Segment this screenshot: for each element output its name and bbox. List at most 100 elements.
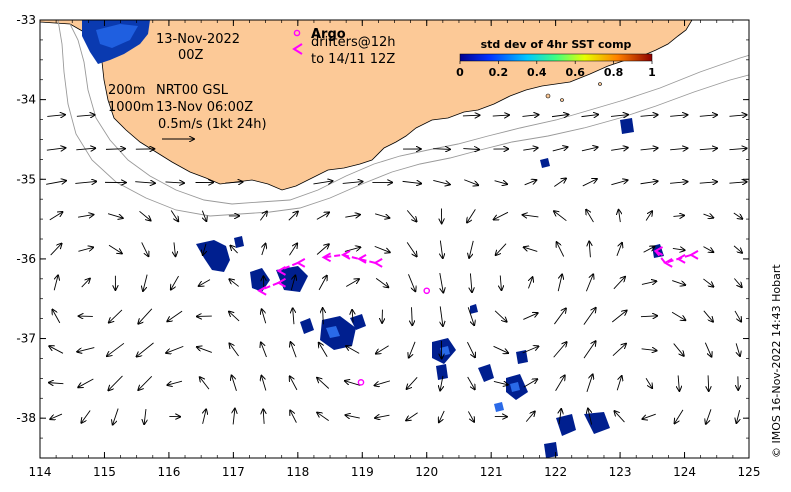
current-vector [555,375,565,392]
current-vector [346,279,359,287]
current-vector [107,213,123,218]
current-vector [736,410,739,423]
current-vector [645,211,652,221]
current-vector [733,245,742,253]
y-tick-label: -38 [16,411,36,425]
current-vector [409,341,416,358]
current-vector [522,115,538,117]
scale-label: 0.5m/s (1kt 24h) [158,117,267,132]
current-vector [585,274,593,292]
sst-anomaly-patches-light [326,326,520,412]
current-vector [733,212,742,219]
current-vector [113,408,119,425]
current-vector [708,375,709,391]
current-vector [671,311,685,320]
current-vector [50,244,62,256]
current-vector [345,415,360,418]
current-vector [49,383,64,384]
current-vector [467,411,474,421]
current-vector [703,214,714,218]
drifter-position [321,252,332,263]
current-vector [143,274,148,291]
drifters-legend-label: drifters@12h [311,35,396,50]
colorbar-tick-label: 0.8 [604,66,624,79]
current-vector [582,179,597,187]
current-vector [342,182,363,184]
current-vector [50,413,63,419]
current-vector [261,376,267,391]
colorbar [459,53,653,62]
drifter-position [357,254,367,264]
credit-label: © IMOS 16-Nov-2022 14:43 Hobart [770,264,783,458]
island [598,82,602,86]
current-vector [463,149,479,150]
contour-1000m [57,20,749,217]
current-vector [494,211,509,219]
current-vector [643,246,655,253]
y-tick-label: -34 [16,93,36,107]
x-tick-label: 120 [415,465,438,479]
current-vector [467,209,476,222]
drifter-position [373,258,383,268]
current-vector [53,275,58,291]
current-vector [611,180,627,186]
current-vector [581,115,598,117]
current-vector [552,147,568,152]
current-vector [313,181,332,184]
y-tick-label: -37 [16,332,36,346]
drifter-legend-marker [292,43,303,55]
current-vector [375,213,389,218]
current-vector [469,240,474,258]
current-vector [290,275,295,291]
current-vector [588,409,593,425]
x-tick-label: 124 [673,465,696,479]
argo-legend-marker [293,29,301,37]
current-vector [81,279,90,288]
current-vector [523,148,537,150]
current-vector [76,148,95,150]
current-vector [408,274,415,291]
current-vector [46,181,66,185]
current-vector [640,148,658,150]
x-axis: 114 115 116 117 118 119 120 121 122 123 124 125 [29,20,760,479]
source-time-label: 13-Nov 06:00Z [156,100,253,115]
current-vector [467,376,475,389]
current-vector [77,347,95,352]
current-vector [440,306,443,326]
current-vector [289,243,297,256]
current-vector [316,212,329,220]
current-vector [557,274,562,292]
current-vector [107,342,125,356]
current-vector [523,313,537,320]
current-vector [614,411,625,423]
current-vector [105,149,125,150]
current-vector [678,375,679,390]
current-vector [704,342,711,357]
current-vector [670,182,687,184]
current-vector [229,312,240,322]
current-vector [138,308,153,324]
colorbar-tick-label: 0 [456,66,464,79]
current-vector [317,378,330,389]
current-vector [729,148,746,149]
current-vector [344,247,360,252]
drifter-position [676,254,686,264]
current-vector [108,375,123,390]
argo-float [423,287,431,295]
current-vector [494,310,507,322]
current-vector [137,342,154,357]
current-vector [559,409,561,425]
current-vector [470,273,472,292]
current-vector [225,182,242,183]
current-vector [138,375,153,390]
colorbar-tick-label: 0.6 [565,66,585,79]
current-vector [229,343,239,357]
current-vector [376,345,389,354]
current-vector [170,210,178,222]
current-vector [554,308,566,325]
contour-200-label: 200m [108,83,145,98]
current-vector [611,311,626,323]
current-vector [78,247,93,252]
hour-label: 00Z [178,48,204,63]
drifter-position [276,277,286,288]
